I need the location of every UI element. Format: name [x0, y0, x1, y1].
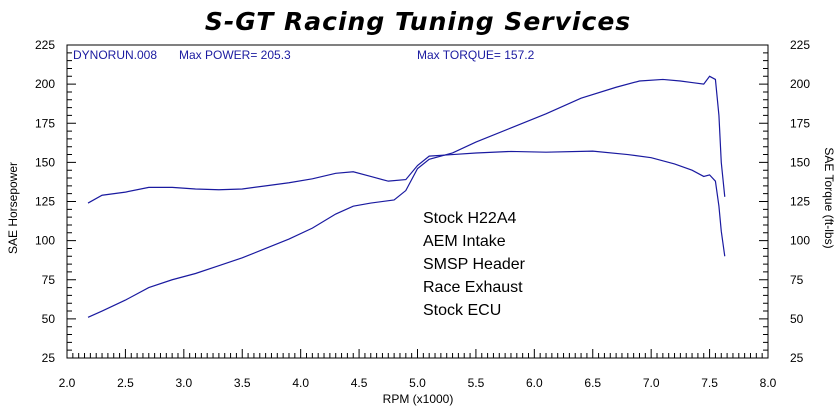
- header-max-torque: Max TORQUE= 157.2: [417, 48, 535, 62]
- header-max-power: Max POWER= 205.3: [179, 48, 291, 62]
- right-y-tick-label: 200: [790, 77, 810, 91]
- right-y-tick-label: 25: [790, 351, 804, 365]
- right-y-tick-label: 125: [790, 195, 810, 209]
- x-tick-label: 6.5: [584, 376, 601, 390]
- series-0-line: [87, 75, 726, 318]
- x-tick-label: 5.5: [468, 376, 485, 390]
- right-y-tick-label: 75: [790, 273, 804, 287]
- left-y-axis-label: SAE Horsepower: [6, 162, 20, 254]
- left-y-tick-label: 150: [35, 155, 55, 169]
- x-tick-labels: 2.0 2.5 3.0 3.5 4.0 4.5 5.0 5.5 6.0 6.5 7.0 7.5 8.0: [59, 376, 777, 390]
- notes-annotation: Stock H22A4 AEM Intake SMSP Header Race …: [423, 210, 526, 319]
- note-line: Race Exhaust: [423, 279, 523, 296]
- left-y-tick-label: 75: [42, 273, 56, 287]
- x-tick-label: 4.5: [351, 376, 368, 390]
- note-line: SMSP Header: [423, 256, 526, 273]
- x-tick-label: 2.0: [59, 376, 76, 390]
- right-y-tick-label: 100: [790, 234, 810, 248]
- x-tick-label: 6.0: [526, 376, 543, 390]
- right-y-tick-label: 150: [790, 155, 810, 169]
- x-tick-label: 2.5: [117, 376, 134, 390]
- x-tick-label: 5.0: [409, 376, 426, 390]
- x-tick-label: 8.0: [760, 376, 777, 390]
- chart-title: S-GT Racing Tuning Services: [205, 7, 631, 36]
- x-axis-label: RPM (x1000): [383, 392, 454, 406]
- right-y-tick-label: 225: [790, 38, 810, 52]
- left-y-tick-label: 175: [35, 116, 55, 130]
- right-y-axis-label: SAE Torque (ft-lbs): [822, 147, 836, 248]
- series-1-line: [87, 150, 726, 257]
- left-y-tick-labels: 25 50 75 100 125 150 175 200 225: [35, 38, 55, 365]
- note-line: Stock H22A4: [423, 210, 516, 227]
- tick-mark-lines: [66, 44, 769, 359]
- right-y-tick-labels: 25 50 75 100 125 150 175 200 225: [790, 38, 810, 365]
- x-tick-label: 3.0: [175, 376, 192, 390]
- x-tick-label: 7.5: [701, 376, 718, 390]
- note-line: Stock ECU: [423, 302, 501, 319]
- right-y-tick-label: 175: [790, 116, 810, 130]
- x-tick-label: 7.0: [643, 376, 660, 390]
- x-tick-label: 3.5: [234, 376, 251, 390]
- left-y-tick-label: 25: [42, 351, 56, 365]
- left-y-tick-label: 225: [35, 38, 55, 52]
- plot-frame: [66, 44, 769, 359]
- note-line: AEM Intake: [423, 233, 506, 250]
- left-y-tick-label: 50: [42, 312, 56, 326]
- left-y-tick-label: 200: [35, 77, 55, 91]
- tick-marks: [66, 44, 769, 359]
- header-run-name: DYNORUN.008: [73, 48, 157, 62]
- right-y-tick-label: 50: [790, 312, 804, 326]
- left-y-tick-label: 100: [35, 234, 55, 248]
- left-y-tick-label: 125: [35, 195, 55, 209]
- x-tick-label: 4.0: [292, 376, 309, 390]
